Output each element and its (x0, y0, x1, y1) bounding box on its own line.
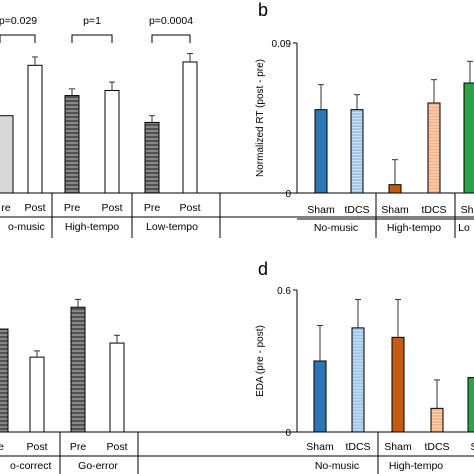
panel-d-ytick-label: 0 (285, 428, 291, 439)
panel-c-group-label: o-correct (10, 460, 52, 472)
panel-d-bar (391, 336, 405, 433)
panel-a-bar (104, 90, 120, 194)
panel-b-ytick-label: 0 (285, 189, 291, 200)
panel-c-bar (109, 342, 125, 433)
panel-a-bar (64, 95, 80, 194)
panel-a-category-label: Post (24, 202, 45, 214)
panel-b-category-label: Sham (381, 204, 409, 216)
panel-a-bar (27, 64, 43, 194)
panel-label-b: b (258, 0, 268, 20)
panel-d-category-label: tDCS (424, 441, 449, 453)
panel-d-y-axis-label: EDA (pre - post) (255, 325, 266, 397)
panel-a-bar (0, 115, 14, 194)
panel-a-group-label: Low-tempo (146, 221, 198, 233)
panel-b-group-label: Lo (458, 222, 470, 234)
panel-b-ytick-label: 0.09 (272, 39, 292, 50)
panel-d-bar (313, 360, 327, 433)
panel-a-p-value: p=0.0004 (149, 15, 193, 27)
panel-a-group-label: o-music (8, 221, 45, 233)
panel-b-bar (463, 82, 474, 194)
panel-a-category-label: Post (101, 202, 122, 214)
panel-d-category-label: tDCS (345, 441, 370, 453)
panel-d-category-label: Sham (384, 441, 412, 453)
panel-c-category-label: Pre (70, 441, 87, 453)
text-layer: re Post Pre Post Pre Post o-music High-tempo Low… (0, 15, 474, 472)
panel-d-group-label: High-tempo (389, 460, 443, 472)
panel-c-group-label: Go-error (78, 460, 118, 472)
panel-a-significance-bracket (151, 34, 191, 43)
panel-d-category-label: S (470, 441, 474, 453)
panel-c-bar (29, 356, 45, 433)
panel-c-category-label: Post (106, 441, 127, 453)
panel-d-ytick-label: 0.6 (277, 286, 291, 297)
panel-a-significance-bracket (0, 34, 36, 43)
panel-b-y-axis-label: Normalized RT (post - pre) (255, 59, 266, 177)
panel-a-significance-bracket (71, 34, 113, 43)
marks-layer (0, 53, 474, 433)
panel-b-category-label: tDCS (344, 204, 369, 216)
panel-d-group-label: No-music (315, 460, 359, 472)
panel-b-bar (314, 109, 328, 194)
panel-c-category-label: Post (26, 441, 47, 453)
panel-a-bar (144, 121, 160, 194)
panel-b-category-label: Sham (307, 204, 335, 216)
panel-b-bar (388, 184, 402, 194)
panel-a-bar (182, 61, 198, 194)
panel-c-bar (0, 328, 9, 433)
panel-label-d: d (258, 259, 268, 279)
panel-c-bar (70, 306, 86, 433)
panel-d-bar (351, 327, 365, 433)
panel-d-category-label: Sham (306, 441, 334, 453)
panel-d-bar (467, 377, 474, 433)
panel-b-category-label: Sha (461, 204, 474, 216)
panel-a-group-label: High-tempo (65, 221, 119, 233)
panel-a-category-label: Pre (144, 202, 161, 214)
panel-a-category-label: Pre (64, 202, 81, 214)
panel-a-p-value: p=0.029 (0, 15, 37, 27)
panel-a-p-value: p=1 (83, 15, 101, 27)
panel-b-group-label: High-tempo (387, 222, 441, 234)
panel-b-category-label: tDCS (421, 204, 446, 216)
panel-a-category-label: Post (179, 202, 200, 214)
panel-b-group-label: No-music (314, 222, 358, 234)
panel-c-category-label: e (0, 441, 4, 453)
panel-a-category-label: re (1, 202, 10, 214)
